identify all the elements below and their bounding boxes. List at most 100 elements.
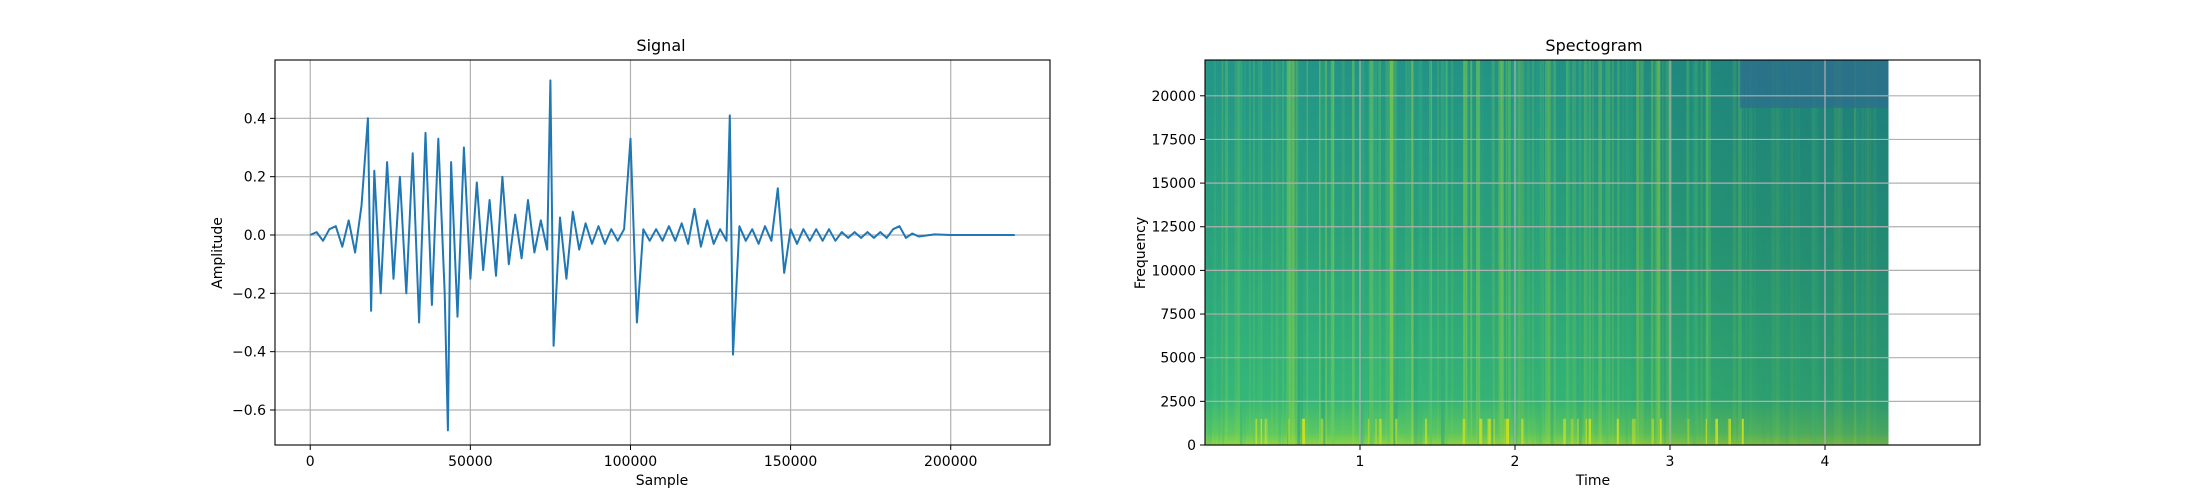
spectrogram-stripe [1654, 60, 1656, 445]
spectrogram-stripe [1360, 60, 1365, 445]
spectrogram-low-band-stripe [1570, 418, 1574, 445]
spectrogram-stripe [1418, 60, 1423, 445]
signal-x-axis-label: Sample [636, 473, 689, 489]
spectrogram-low-band-stripe [1379, 418, 1382, 445]
spectrogram-low-band-stripe [1741, 418, 1744, 445]
spectrogram-low-band-stripe [1506, 418, 1509, 445]
spectrogram-low-band-stripe [1302, 418, 1306, 445]
signal-y-tick-label: −0.6 [232, 403, 266, 419]
spectrogram-low-band-stripe [1588, 418, 1592, 445]
spectrogram-stripe [1640, 60, 1644, 445]
spectrogram-stripe [1545, 60, 1549, 445]
signal-x-tick-label: 200000 [924, 454, 977, 470]
spectrogram-stripe [1732, 60, 1737, 445]
spectrogram-stripe [1214, 60, 1217, 445]
spectrogram-stripe [1234, 60, 1239, 445]
spectrogram-stripe [1498, 60, 1503, 445]
spectrogram-stripe [1237, 60, 1240, 445]
spectrogram-stripe [1654, 60, 1659, 445]
spectrogram-stripe [1772, 60, 1775, 445]
spectrogram-low-band-stripe [1264, 418, 1266, 445]
spectrogram-stripe [1854, 60, 1859, 445]
spectrogram-stripe [1500, 60, 1504, 445]
spectrogram-stripe [1300, 60, 1303, 445]
spectrogram-stripe [1874, 60, 1876, 445]
spectrogram-stripe [1431, 60, 1433, 445]
spectrogram-stripe [1359, 60, 1363, 445]
spectrogram-stripe [1816, 60, 1820, 445]
spectrogram-x-tick-label: 4 [1821, 454, 1830, 470]
spectrogram-low-band-stripe [1633, 418, 1636, 445]
spectrogram-stripe [1518, 60, 1523, 445]
spectrogram-stripe [1352, 60, 1355, 445]
spectrogram-stripe [1746, 60, 1748, 445]
spectrogram-stripe [1771, 60, 1776, 445]
spectrogram-stripe [1470, 60, 1473, 445]
spectrogram-stripe [1745, 60, 1747, 445]
spectrogram-y-axis-label: Frequency [1133, 217, 1149, 289]
spectrogram-stripe [1451, 60, 1454, 445]
signal-x-tick-label: 100000 [604, 454, 657, 470]
spectrogram-stripe [1325, 60, 1327, 445]
spectrogram-stripe [1630, 60, 1633, 445]
spectrogram-image [1205, 60, 1889, 445]
spectrogram-stripe [1248, 60, 1251, 445]
signal-series [309, 79, 1015, 432]
spectrogram-stripe [1854, 60, 1856, 445]
spectrogram-stripe [1797, 60, 1801, 445]
spectrogram-stripe [1341, 60, 1345, 445]
spectrogram-low-band-stripe [1265, 418, 1268, 445]
spectrogram-stripe [1507, 60, 1511, 445]
spectrogram-stripe [1429, 60, 1432, 445]
spectrogram-low-band-stripe [1367, 418, 1370, 445]
spectrogram-stripe [1655, 60, 1657, 445]
spectrogram-stripe [1853, 60, 1856, 445]
spectrogram-plot-area [1204, 59, 1981, 446]
spectrogram-stripe [1257, 60, 1262, 445]
spectrogram-stripe [1566, 60, 1571, 445]
signal-grid [275, 60, 1050, 445]
signal-chart-title: Signal [636, 36, 685, 55]
spectrogram-stripe [1761, 60, 1765, 445]
spectrogram-stripe [1271, 60, 1273, 445]
spectrogram-stripe [1540, 60, 1544, 445]
spectrogram-x-tick-label: 1 [1356, 454, 1365, 470]
spectrogram-stripe [1481, 60, 1484, 445]
spectrogram-stripe [1387, 60, 1392, 445]
spectrogram-low-band-stripe [1616, 418, 1619, 445]
spectrogram-stripe [1508, 60, 1511, 445]
spectrogram-low-band-stripe [1320, 418, 1324, 445]
spectrogram-stripe [1572, 60, 1576, 445]
spectrogram-stripe [1622, 60, 1625, 445]
signal-y-ticks: −0.6 −0.4 −0.2 0.0 0.2 0.4 [232, 111, 275, 419]
spectrogram-stripe [1411, 60, 1414, 445]
spectrogram-stripe [1605, 60, 1610, 445]
spectrogram-stripe [1290, 60, 1295, 445]
spectrogram-stripe [1548, 60, 1551, 445]
spectrogram-stripe [1445, 60, 1448, 445]
signal-series-line [309, 79, 1015, 432]
spectrogram-stripe [1583, 60, 1587, 445]
spectrogram-stripe [1463, 60, 1468, 445]
spectrogram-stripe [1578, 60, 1582, 445]
spectrogram-low-band-stripe [1563, 418, 1566, 445]
spectrogram-y-tick-label: 12500 [1151, 220, 1196, 236]
spectrogram-stripe [1553, 60, 1556, 445]
spectrogram-stripe [1282, 60, 1285, 445]
spectrogram-chart-title: Spectogram [1545, 36, 1642, 55]
spectrogram-stripe [1577, 60, 1583, 445]
spectrogram-stripe [1389, 60, 1394, 445]
spectrogram-low-band-stripe [1705, 418, 1707, 445]
spectrogram-x-ticks: 1 2 3 4 [1356, 445, 1830, 470]
spectrogram-stripe [1330, 60, 1334, 445]
spectrogram-stripe [1588, 60, 1591, 445]
spectrogram-stripe [1476, 60, 1481, 445]
spectrogram-low-band-stripe [1375, 418, 1377, 445]
spectrogram-stripe [1542, 60, 1544, 445]
spectrogram-stripe [1628, 60, 1630, 445]
spectrogram-low-band-stripe [1576, 418, 1579, 445]
spectrogram-stripe [1385, 60, 1388, 445]
spectrogram-stripe [1834, 60, 1838, 445]
signal-y-tick-label: 0.0 [244, 228, 266, 244]
